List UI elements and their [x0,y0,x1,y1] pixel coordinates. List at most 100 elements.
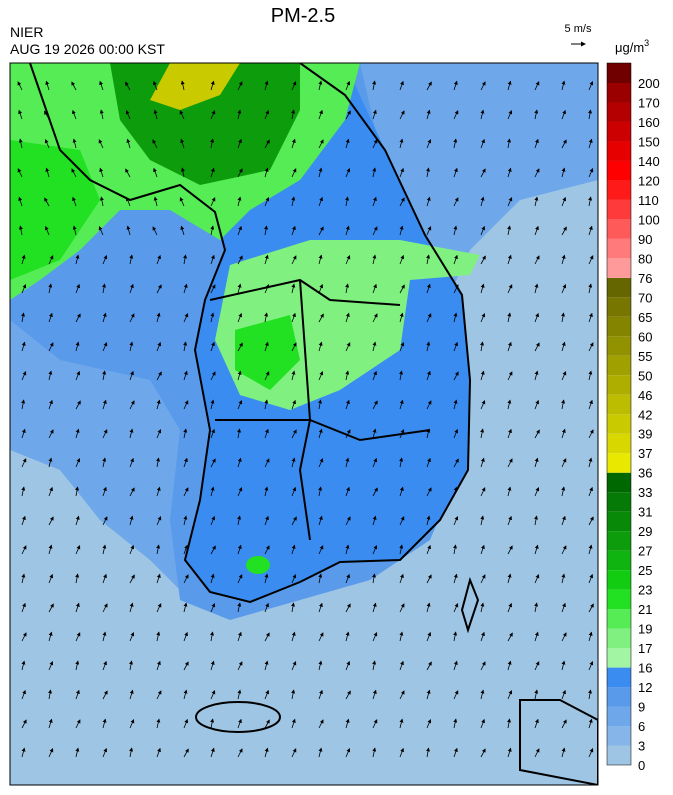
colorbar-segment [607,706,631,727]
wind-arrow [125,109,131,120]
wind-arrow [153,167,158,178]
wind-arrow [426,487,432,497]
wind-arrow [399,254,405,265]
wind-arrow [453,254,458,265]
wind-arrow [152,139,158,149]
wind-arrow [399,370,403,381]
colorbar-segment [607,726,631,746]
wind-arrow [453,80,458,91]
colorbar-label: 21 [638,602,652,617]
colorbar-label: 100 [638,212,660,227]
wind-arrow [264,312,269,323]
wind-arrow [399,80,404,91]
colorbar-label: 65 [638,310,652,325]
wind-arrow [372,602,377,613]
wind-arrow [48,457,53,468]
wind-arrow [426,747,430,758]
wind-arrow [75,660,80,671]
wind-arrow [48,516,54,526]
wind-arrow [264,545,270,555]
wind-arrow [480,631,485,642]
wind-arrow [129,400,135,410]
wind-arrow [156,428,162,439]
agency: NIER [10,24,43,40]
wind-arrow [426,457,431,468]
wind-arrow [426,718,432,729]
wind-arrow [372,515,377,526]
wind-arrow [291,602,295,613]
colorbar-label: 60 [638,329,652,344]
wind-arrow [561,283,567,294]
colorbar-label: 42 [638,407,652,422]
wind-arrow [507,225,512,236]
wind-arrow [345,690,351,700]
wind-arrow [153,196,158,207]
colorbar-segment [607,628,631,649]
wind-arrow [318,313,324,323]
wind-arrow [210,718,215,729]
wind-arrow [102,631,107,642]
wind-arrow [210,312,215,323]
wind-arrow [18,196,23,207]
wind-arrow [48,544,53,555]
wind-arrow [48,399,53,410]
wind-arrow [453,428,459,439]
wind-arrow [480,748,486,758]
wind-arrow [345,167,351,178]
wind-arrow [156,690,162,700]
wind-arrow [156,371,162,381]
wind-arrow [48,660,54,671]
wind-arrow [372,167,377,178]
wind-arrow [480,661,486,671]
wind-arrow [102,603,108,613]
wind-arrow [453,284,459,294]
wind-arrow [75,486,79,497]
colorbar-label: 33 [638,485,652,500]
wind-arrow [507,660,512,671]
wind-arrow [588,109,592,120]
wind-arrow [183,602,188,613]
unit-label: μg/m3 [615,38,649,55]
map-title: PM-2.5 [271,5,335,27]
wind-arrow [588,457,593,468]
wind-arrow [507,284,513,294]
wind-arrow [75,515,80,526]
colorbar-segment [607,492,631,512]
wind-arrow [129,660,133,671]
wind-arrow [318,370,324,381]
wind-arrow [588,225,593,236]
wind-arrow [291,573,297,584]
wind-arrow [264,341,269,352]
wind-arrow [588,631,593,642]
wind-arrow [264,371,270,381]
wind-arrow [48,718,53,729]
wind-arrow [426,661,432,671]
wind-arrow [372,400,378,410]
wind-arrow [426,515,431,526]
colorbar-label: 50 [638,368,652,383]
wind-arrow [291,255,297,265]
wind-arrow [453,603,459,613]
colorbar-segment [607,453,631,473]
wind-arrow [534,370,539,381]
wind-arrow [264,80,269,91]
wind-arrow [534,109,539,120]
wind-arrow [399,747,404,758]
wind-arrow [345,747,351,758]
wind-arrow [534,225,539,236]
wind-arrow [453,110,459,120]
unit: μg/m [615,40,644,55]
wind-arrow [210,110,216,120]
colorbar-segment [607,648,631,668]
colorbar-segment [607,414,631,434]
wind-arrow [399,457,404,468]
colorbar-label: 55 [638,349,652,364]
wind-arrow [72,138,77,149]
wind-arrow [75,254,80,265]
wind-arrow [48,283,53,294]
wind-arrow [18,109,23,120]
wind-arrow [102,516,108,526]
wind-arrow [588,312,593,323]
wind-arrow [210,486,215,497]
wind-arrow [426,109,431,120]
